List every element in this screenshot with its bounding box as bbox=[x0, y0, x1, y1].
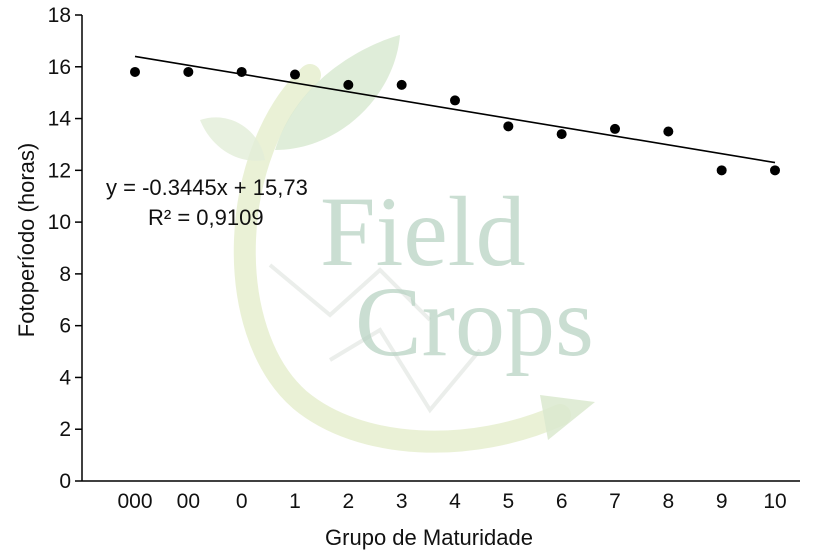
trendline-r2: R² = 0,9109 bbox=[148, 205, 264, 230]
x-tick-label: 7 bbox=[609, 490, 621, 513]
x-tick-label: 6 bbox=[556, 490, 568, 513]
y-tick-label: 8 bbox=[59, 263, 71, 286]
x-tick-label: 8 bbox=[662, 490, 674, 513]
y-axis-title: Fotoperíodo (horas) bbox=[14, 143, 39, 337]
data-point bbox=[236, 66, 247, 77]
x-tick-label: 3 bbox=[396, 490, 408, 513]
x-tick-label: 00 bbox=[177, 490, 200, 513]
x-axis-ticks: 000 00 0 1 2 3 4 5 6 7 8 9 10 bbox=[117, 490, 786, 513]
y-tick-label: 4 bbox=[59, 366, 71, 389]
data-point bbox=[503, 121, 514, 132]
data-point bbox=[556, 129, 567, 140]
axes bbox=[81, 15, 800, 482]
y-tick-label: 0 bbox=[59, 470, 71, 493]
y-tick-label: 16 bbox=[48, 56, 71, 79]
x-tick-label: 1 bbox=[289, 490, 301, 513]
x-tick-label: 0 bbox=[236, 490, 248, 513]
y-tick-label: 12 bbox=[48, 159, 71, 182]
y-tick-label: 10 bbox=[48, 211, 71, 234]
data-point bbox=[450, 95, 460, 106]
data-point bbox=[396, 79, 407, 90]
data-point bbox=[290, 69, 300, 80]
x-tick-label: 10 bbox=[763, 490, 786, 513]
data-points bbox=[130, 66, 780, 176]
y-axis-ticks: 0 2 4 6 8 10 12 14 16 18 bbox=[48, 4, 82, 493]
y-tick-label: 14 bbox=[48, 108, 72, 131]
data-point bbox=[183, 66, 194, 77]
x-tick-label: 4 bbox=[449, 490, 461, 513]
data-point bbox=[610, 123, 620, 134]
y-tick-label: 2 bbox=[59, 418, 71, 441]
data-point bbox=[343, 79, 354, 90]
leaf-arrow-logo-icon bbox=[200, 35, 595, 453]
x-tick-label: 000 bbox=[117, 490, 152, 513]
y-tick-label: 18 bbox=[48, 4, 71, 27]
trendline-equation: y = -0.3445x + 15,73 bbox=[106, 175, 308, 200]
watermark-logo: Field Crops bbox=[200, 35, 595, 453]
data-point bbox=[770, 165, 780, 176]
data-point bbox=[663, 126, 674, 137]
x-tick-label: 2 bbox=[342, 490, 354, 513]
data-point bbox=[130, 66, 140, 77]
watermark-line2: Crops bbox=[355, 266, 594, 377]
watermark-line1: Field bbox=[320, 176, 526, 287]
x-axis-title: Grupo de Maturidade bbox=[325, 525, 533, 550]
data-point bbox=[716, 165, 727, 176]
y-tick-label: 6 bbox=[59, 315, 71, 338]
x-tick-label: 5 bbox=[502, 490, 514, 513]
x-tick-label: 9 bbox=[716, 490, 728, 513]
